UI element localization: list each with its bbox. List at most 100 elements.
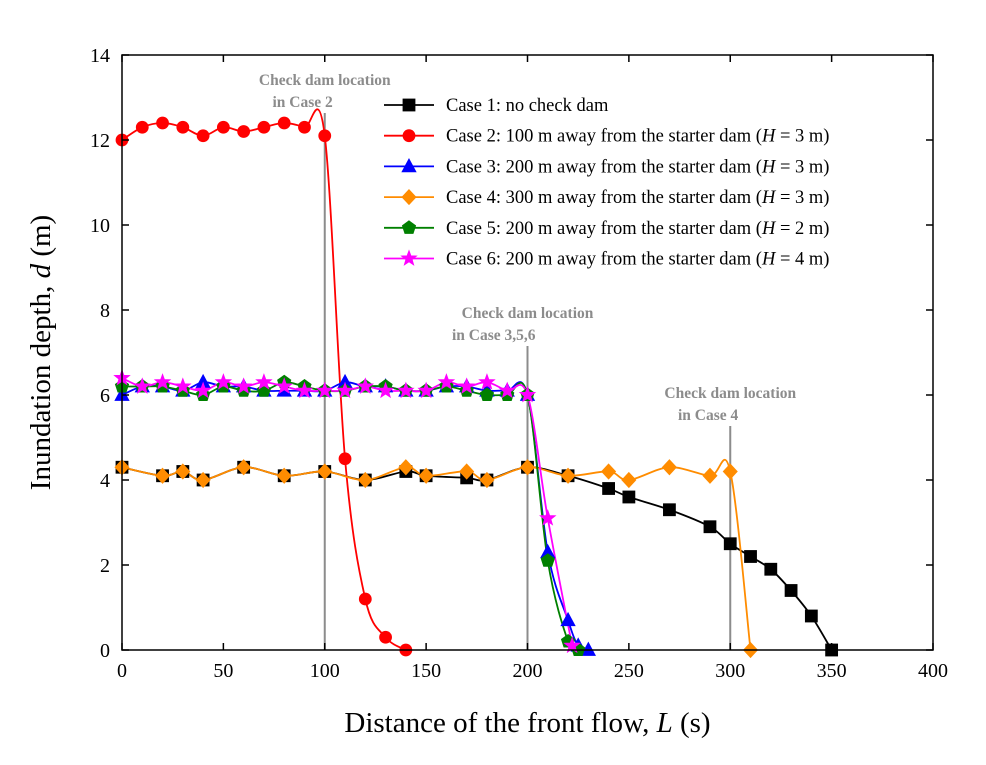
- data-point-case1: [663, 503, 676, 517]
- legend-marker-case2: [402, 129, 416, 143]
- annotation-text: Check dam location: [462, 305, 594, 322]
- y-axis-title: Inundation depth, d (m): [25, 215, 57, 490]
- data-point-case4: [317, 463, 333, 480]
- data-point-case6: [255, 373, 273, 390]
- data-point-case4: [702, 467, 718, 484]
- legend-label-part: = 3 m): [775, 157, 829, 177]
- data-point-case6: [295, 381, 314, 399]
- annotation-text: in Case 3,5,6: [452, 327, 536, 344]
- legend-label-case4: Case 4: 300 m away from the starter dam …: [446, 188, 829, 208]
- axis-title-var: d: [25, 263, 57, 278]
- data-point-case2: [277, 116, 291, 130]
- data-point-case2: [338, 452, 352, 466]
- data-point-case5: [540, 553, 555, 567]
- legend-label-case3: Case 3: 200 m away from the starter dam …: [446, 157, 829, 177]
- legend-label-part: Case 3: 200 m away from the starter dam …: [446, 157, 762, 177]
- y-tick-label: 14: [90, 45, 110, 67]
- data-point-case6: [316, 381, 334, 399]
- x-tick-label: 300: [715, 660, 745, 682]
- y-tick-label: 10: [90, 215, 110, 237]
- data-point-case4: [236, 459, 252, 476]
- data-point-case6: [397, 381, 415, 399]
- data-point-case6: [518, 385, 537, 403]
- data-point-case6: [336, 381, 354, 399]
- data-point-case6: [133, 377, 151, 394]
- legend-label-part: H: [761, 127, 777, 147]
- data-point-case4: [276, 467, 292, 484]
- x-tick-label: 0: [117, 660, 127, 682]
- data-point-case6: [539, 509, 557, 526]
- legend-marker-case5: [401, 220, 417, 234]
- data-point-case1: [622, 490, 636, 504]
- x-tick-label: 200: [513, 660, 543, 682]
- series-line-case4: [121, 458, 752, 651]
- legend-label-part: = 2 m): [775, 219, 829, 239]
- data-point-case6: [174, 377, 192, 394]
- series-line-case3: [121, 381, 589, 651]
- x-tick-label: 50: [213, 660, 233, 682]
- x-tick-label: 150: [411, 660, 441, 682]
- data-point-case4: [601, 463, 617, 480]
- data-point-case3: [560, 611, 576, 627]
- legend-label-part: H: [761, 250, 777, 270]
- annotation-text: in Case 4: [678, 407, 739, 424]
- data-point-case2: [298, 120, 311, 134]
- data-point-case5: [479, 387, 495, 402]
- data-point-case6: [563, 636, 581, 654]
- x-axis: 0 50 100 150 200 250 300 350 400: [117, 55, 948, 682]
- data-point-case6: [153, 373, 172, 390]
- legend-label-part: Case 6: 200 m away from the starter dam …: [446, 250, 762, 270]
- data-point-case6: [478, 373, 496, 390]
- data-point-case2: [318, 129, 332, 143]
- annotations: Check dam location in Case 2 Check dam loc…: [259, 72, 797, 424]
- data-point-case6: [214, 373, 233, 390]
- data-point-case1: [744, 550, 757, 563]
- data-point-case1: [602, 482, 615, 495]
- data-point-case2: [176, 120, 190, 134]
- data-point-case4: [418, 467, 434, 484]
- y-tick-label: 8: [100, 300, 110, 322]
- legend-label-case6: Case 6: 200 m away from the starter dam …: [446, 250, 829, 270]
- data-point-case2: [237, 125, 251, 138]
- y-tick-label: 6: [100, 385, 110, 407]
- data-point-case2: [379, 630, 392, 644]
- legend-marker-case4: [401, 189, 417, 206]
- legend-label-part: = 4 m): [775, 250, 829, 270]
- annotation-text: in Case 2: [272, 94, 333, 111]
- y-axis: 0 2 4 6 8 10 12 14: [90, 45, 933, 662]
- legend-label-part: Case 2: 100 m away from the starter dam …: [446, 127, 762, 147]
- data-point-case4: [155, 467, 171, 484]
- data-point-case4: [357, 471, 373, 489]
- x-tick-label: 350: [817, 660, 847, 682]
- legend-label-part: Case 5: 200 m away from the starter dam …: [446, 219, 762, 239]
- legend-label-case2: Case 2: 100 m away from the starter dam …: [446, 127, 829, 147]
- x-axis-title: Distance of the front flow, L (s): [344, 707, 710, 739]
- data-point-case6: [376, 381, 395, 399]
- legend-label-part: H: [761, 188, 777, 208]
- legend-label-case1: Case 1: no check dam: [446, 96, 609, 116]
- data-point-case6: [417, 381, 435, 399]
- legend-label-case5: Case 5: 200 m away from the starter dam …: [446, 219, 829, 239]
- x-tick-label: 250: [614, 660, 644, 682]
- legend-label-part: = 3 m): [775, 188, 829, 208]
- data-point-case4: [621, 471, 637, 489]
- legend-label-part: Case 4: 300 m away from the starter dam …: [446, 188, 762, 208]
- data-point-case4: [398, 459, 414, 476]
- y-tick-label: 2: [100, 555, 110, 577]
- data-point-case2: [257, 120, 271, 134]
- data-point-case4: [175, 463, 191, 480]
- data-point-case6: [234, 377, 253, 394]
- x-tick-label: 400: [918, 660, 948, 682]
- annotation-text: Check dam location: [664, 385, 796, 402]
- data-point-case2: [216, 120, 230, 134]
- annotation-text: Check dam location: [259, 72, 391, 89]
- legend-label-part: Case 1: no check dam: [446, 96, 609, 116]
- legend-marker-case3: [401, 158, 417, 173]
- data-point-case2: [156, 116, 169, 130]
- data-point-case4: [459, 463, 475, 480]
- data-point-case1: [764, 562, 778, 576]
- axis-title-text: Inundation depth,: [25, 278, 57, 490]
- data-point-case4: [560, 467, 576, 484]
- data-point-case4: [519, 459, 536, 476]
